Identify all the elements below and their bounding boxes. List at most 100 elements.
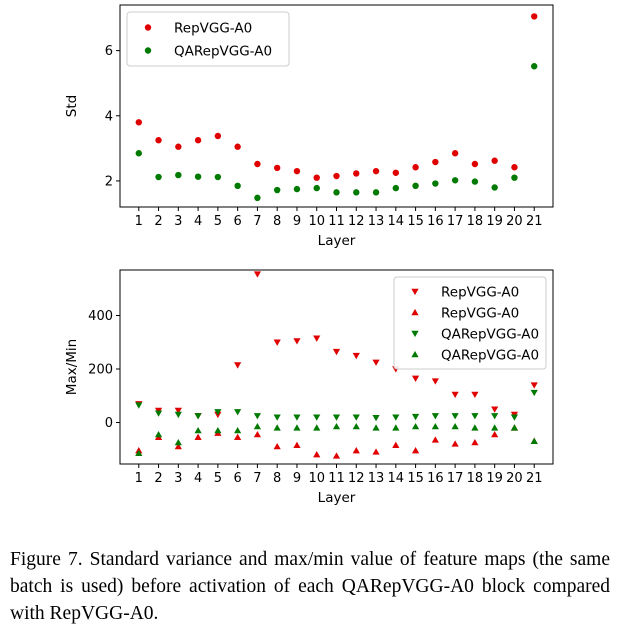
y-tick-label: 6 [105,44,113,59]
legend-label: RepVGG-A0 [441,306,519,322]
data-point [174,443,182,450]
x-tick-label: 21 [526,214,543,229]
data-point [432,158,439,166]
figure-caption: Figure 7. Standard variance and max/min … [10,549,610,624]
data-point [411,422,420,430]
data-point [154,430,163,438]
data-point [174,407,182,415]
x-axis-label: Layer [318,490,356,506]
x-tick-label: 18 [467,214,484,229]
legend-marker [411,308,419,316]
data-point [234,433,242,440]
x-tick-label: 9 [293,471,301,486]
data-point [175,171,182,179]
x-axis-label: Layer [318,233,356,249]
data-point [352,422,360,430]
x-tick-label: 8 [273,214,281,229]
data-point [313,184,320,192]
data-point [392,424,400,431]
data-point [412,182,419,190]
data-point [372,167,380,175]
x-tick-label: 21 [526,471,543,486]
data-point [234,182,241,190]
x-tick-label: 17 [447,471,464,486]
x-tick-label: 19 [486,471,503,486]
data-point [253,430,262,438]
data-point [431,436,439,443]
data-point [353,189,360,196]
data-point [511,174,518,181]
data-point [175,143,182,150]
chart-maxmin: 1 2 3 4 5 6 7 8 9 10 11 12 13 14 15 16 17 18 19 20 210200400… [64,269,554,506]
data-point [273,164,281,172]
data-point [313,174,320,181]
data-point [451,413,459,420]
data-point [432,180,439,187]
data-point [194,173,202,180]
data-point [352,414,360,421]
data-point [491,184,498,191]
x-tick-label: 19 [486,214,503,229]
legend-label: RepVGG-A0 [441,285,519,301]
x-tick-label: 2 [154,471,162,486]
x-tick-label: 13 [368,214,385,229]
data-point [353,170,360,177]
data-point [471,424,479,431]
data-point [392,414,400,421]
x-tick-label: 3 [174,214,182,229]
data-point [313,335,321,342]
data-point [135,402,143,409]
data-point [293,424,301,431]
data-point [293,414,301,421]
data-point [254,194,261,202]
figure-canvas: 1 2 3 4 5 6 7 8 9 10 11 12 13 14 15 16 17 18 19 20 21246Laye… [64,4,554,506]
x-tick-label: 6 [234,471,242,486]
data-point [135,449,143,456]
data-point [253,413,262,420]
x-tick-label: 13 [368,471,385,486]
legend-marker [411,350,419,358]
legend-box [126,11,290,67]
data-point [510,414,519,421]
data-point [253,271,262,278]
x-tick-label: 11 [328,214,345,229]
data-point [530,437,538,444]
data-point [273,424,281,431]
legend-marker [144,47,152,54]
data-point [451,422,459,430]
data-point [411,413,420,421]
data-point [214,132,222,140]
data-point [293,185,301,193]
data-point [313,414,321,421]
data-point [214,426,222,434]
x-tick-label: 1 [135,471,143,486]
legend-label: RepVGG-A0 [174,21,252,37]
y-tick-label: 0 [105,416,113,431]
data-point [451,391,459,399]
data-point [372,424,380,431]
data-point [411,375,420,382]
data-point [372,359,380,366]
data-point [194,413,202,420]
data-point [293,338,301,345]
data-point [412,164,419,171]
data-point [352,447,360,454]
legend-label: QARepVGG-A0 [441,327,539,343]
legend-label: QARepVGG-A0 [174,44,272,60]
data-point [530,382,538,389]
data-point [451,440,459,447]
legend-marker [411,330,419,338]
x-tick-label: 14 [388,471,405,486]
data-point [411,447,420,454]
data-point [531,63,538,70]
y-tick-label: 400 [88,309,113,324]
x-tick-label: 11 [328,471,345,486]
x-tick-label: 14 [388,214,405,229]
x-tick-label: 15 [407,471,424,486]
legend: RepVGG-A0 QARepVGG-A0 [126,11,290,67]
data-point [154,410,163,417]
x-tick-label: 10 [308,471,325,486]
x-tick-label: 20 [506,214,523,229]
data-point [471,160,479,168]
data-point [431,422,439,430]
